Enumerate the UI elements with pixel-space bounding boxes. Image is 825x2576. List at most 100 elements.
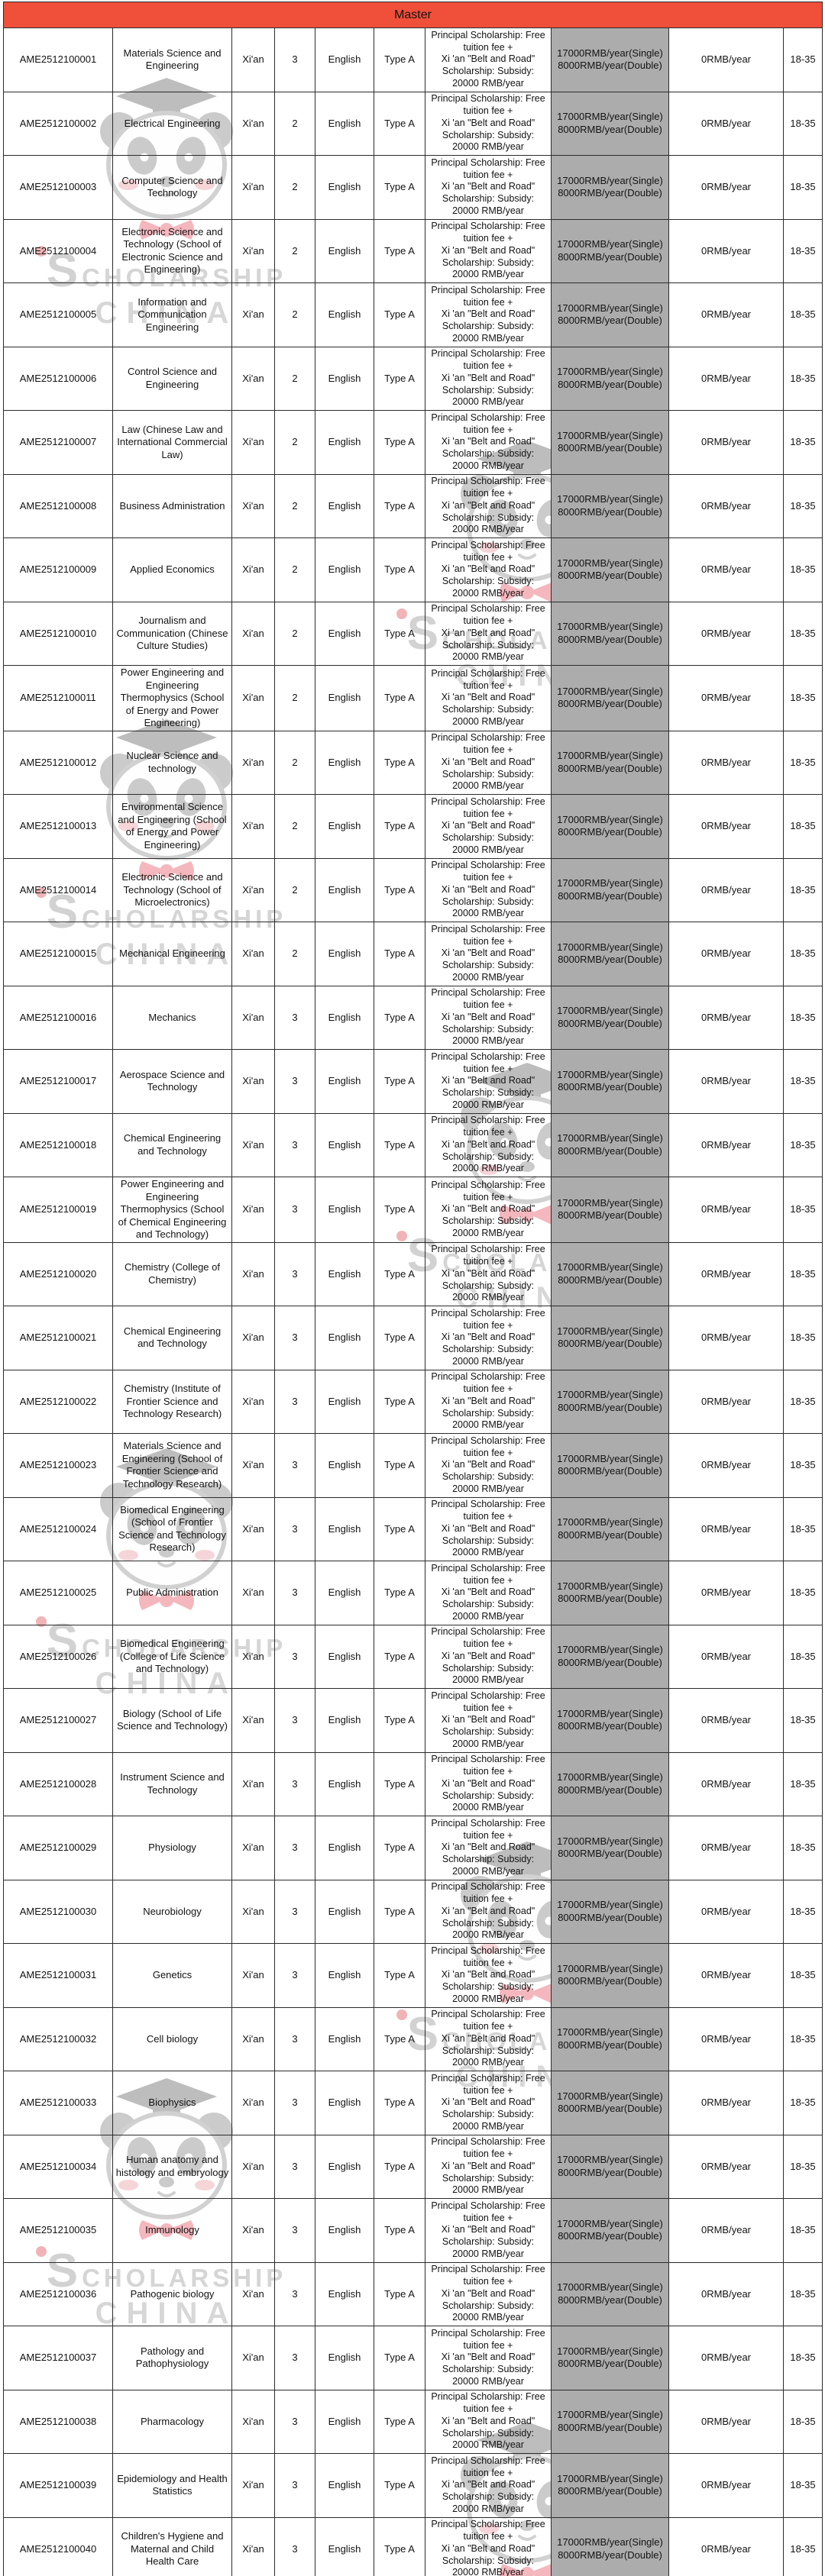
cell-language: English — [315, 665, 374, 731]
cell-age-range: 18-35 — [782, 2071, 823, 2135]
cell-age-range: 18-35 — [782, 985, 823, 1050]
cell-type: Type A — [374, 346, 425, 411]
cell-program-name: Information and Communication Engineerin… — [112, 282, 232, 347]
cell-type: Type A — [374, 91, 425, 156]
cell-fee: 17000RMB/year(Single) 8000RMB/year(Doubl… — [551, 282, 669, 347]
table-row: AME2512100015 Mechanical Engineering Xi'an… — [3, 922, 823, 986]
cell-type: Type A — [374, 2326, 425, 2390]
cell-scholarship: Principal Scholarship: Free tuition fee … — [425, 2261, 552, 2326]
cell-program-name: Public Administration — [112, 1561, 232, 1625]
cell-duration: 2 — [274, 473, 315, 538]
cell-program-name: Environmental Science and Engineering (S… — [112, 794, 232, 859]
cell-city: Xi'an — [231, 282, 275, 347]
cell-program-name: Journalism and Communication (Chinese Cu… — [112, 601, 232, 666]
cell-duration: 3 — [274, 1688, 315, 1753]
cell-zero-fee: 0RMB/year — [668, 2453, 784, 2518]
cell-type: Type A — [374, 1561, 425, 1625]
cell-zero-fee: 0RMB/year — [668, 2071, 784, 2135]
cell-program-id: AME2512100025 — [3, 1561, 113, 1625]
cell-duration: 3 — [274, 1943, 315, 2008]
cell-scholarship: Principal Scholarship: Free tuition fee … — [425, 2326, 552, 2390]
cell-zero-fee: 0RMB/year — [668, 1879, 784, 1944]
cell-program-id: AME2512100021 — [3, 1306, 113, 1370]
cell-program-id: AME2512100014 — [3, 857, 113, 922]
cell-language: English — [315, 282, 374, 347]
cell-fee: 17000RMB/year(Single) 8000RMB/year(Doubl… — [551, 2134, 669, 2199]
table-row: AME2512100005 Information and Communicati… — [3, 282, 823, 347]
cell-language: English — [315, 410, 374, 475]
cell-zero-fee: 0RMB/year — [668, 91, 784, 156]
cell-program-id: AME2512100022 — [3, 1369, 113, 1434]
cell-zero-fee: 0RMB/year — [668, 601, 784, 666]
table-row: AME2512100036 Pathogenic biology Xi'an 3 Eng… — [3, 2261, 823, 2326]
cell-zero-fee: 0RMB/year — [668, 218, 784, 283]
cell-duration: 3 — [274, 2134, 315, 2199]
cell-program-id: AME2512100035 — [3, 2198, 113, 2263]
cell-city: Xi'an — [231, 1751, 275, 1816]
cell-age-range: 18-35 — [782, 346, 823, 411]
cell-fee: 17000RMB/year(Single) 8000RMB/year(Doubl… — [551, 1688, 669, 1753]
cell-type: Type A — [374, 730, 425, 795]
cell-age-range: 18-35 — [782, 1049, 823, 1114]
cell-zero-fee: 0RMB/year — [668, 2261, 784, 2326]
cell-program-id: AME2512100020 — [3, 1241, 113, 1306]
cell-duration: 2 — [274, 155, 315, 220]
cell-age-range: 18-35 — [782, 1943, 823, 2008]
table-row: AME2512100030 Neurobiology Xi'an 3 English Ty… — [3, 1879, 823, 1944]
cell-fee: 17000RMB/year(Single) 8000RMB/year(Doubl… — [551, 91, 669, 156]
cell-zero-fee: 0RMB/year — [668, 155, 784, 220]
cell-type: Type A — [374, 2134, 425, 2199]
cell-city: Xi'an — [231, 27, 275, 92]
cell-language: English — [315, 857, 374, 922]
cell-city: Xi'an — [231, 1241, 275, 1306]
cell-city: Xi'an — [231, 2516, 275, 2576]
cell-program-id: AME2512100039 — [3, 2453, 113, 2518]
cell-city: Xi'an — [231, 1306, 275, 1370]
cell-zero-fee: 0RMB/year — [668, 1112, 784, 1177]
cell-fee: 17000RMB/year(Single) 8000RMB/year(Doubl… — [551, 1241, 669, 1306]
cell-duration: 3 — [274, 1049, 315, 1114]
cell-type: Type A — [374, 1112, 425, 1177]
cell-zero-fee: 0RMB/year — [668, 1306, 784, 1370]
cell-scholarship: Principal Scholarship: Free tuition fee … — [425, 857, 552, 922]
cell-city: Xi'an — [231, 1177, 275, 1243]
cell-age-range: 18-35 — [782, 27, 823, 92]
cell-type: Type A — [374, 2453, 425, 2518]
cell-zero-fee: 0RMB/year — [668, 537, 784, 602]
cell-program-name: Pathology and Pathophysiology — [112, 2326, 232, 2390]
cell-city: Xi'an — [231, 985, 275, 1050]
table-row: AME2512100017 Aerospace Science and Techn… — [3, 1049, 823, 1114]
cell-duration: 3 — [274, 2453, 315, 2518]
cell-program-id: AME2512100029 — [3, 1816, 113, 1880]
cell-zero-fee: 0RMB/year — [668, 2326, 784, 2390]
cell-duration: 2 — [274, 730, 315, 795]
cell-program-id: AME2512100013 — [3, 794, 113, 859]
cell-type: Type A — [374, 1943, 425, 2008]
cell-city: Xi'an — [231, 1369, 275, 1434]
cell-scholarship: Principal Scholarship: Free tuition fee … — [425, 1879, 552, 1944]
cell-scholarship: Principal Scholarship: Free tuition fee … — [425, 473, 552, 538]
cell-city: Xi'an — [231, 2326, 275, 2390]
cell-zero-fee: 0RMB/year — [668, 730, 784, 795]
cell-fee: 17000RMB/year(Single) 8000RMB/year(Doubl… — [551, 1306, 669, 1370]
cell-program-name: Genetics — [112, 1943, 232, 2008]
cell-age-range: 18-35 — [782, 410, 823, 475]
cell-scholarship: Principal Scholarship: Free tuition fee … — [425, 1369, 552, 1434]
cell-type: Type A — [374, 922, 425, 986]
cell-age-range: 18-35 — [782, 2326, 823, 2390]
cell-program-id: AME2512100036 — [3, 2261, 113, 2326]
cell-age-range: 18-35 — [782, 1879, 823, 1944]
table-row: AME2512100018 Chemical Engineering and Te… — [3, 1112, 823, 1177]
table-row: AME2512100012 Nuclear Science and technol… — [3, 730, 823, 795]
cell-duration: 3 — [274, 1624, 315, 1689]
cell-fee: 17000RMB/year(Single) 8000RMB/year(Doubl… — [551, 1433, 669, 1498]
cell-scholarship: Principal Scholarship: Free tuition fee … — [425, 346, 552, 411]
cell-program-id: AME2512100005 — [3, 282, 113, 347]
cell-duration: 3 — [274, 1561, 315, 1625]
cell-fee: 17000RMB/year(Single) 8000RMB/year(Doubl… — [551, 1112, 669, 1177]
cell-program-id: AME2512100002 — [3, 91, 113, 156]
cell-zero-fee: 0RMB/year — [668, 1177, 784, 1243]
table-row: AME2512100024 Biomedical Engineering (Sch… — [3, 1496, 823, 1561]
cell-city: Xi'an — [231, 1879, 275, 1944]
